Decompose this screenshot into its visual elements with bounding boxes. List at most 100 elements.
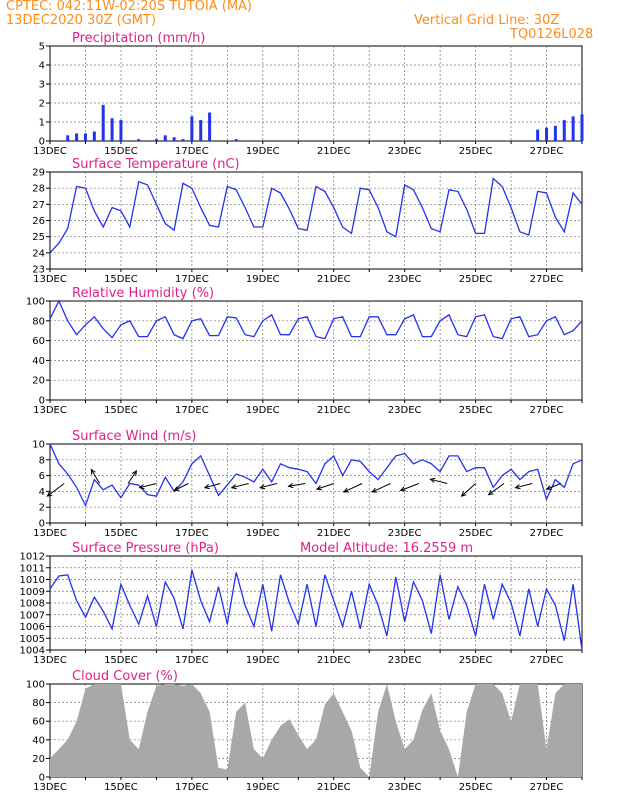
precip-xtick-label: 15DEC: [104, 146, 138, 157]
wind-xtick-label: 19DEC: [246, 528, 280, 539]
precip-ytick-label: 0: [39, 137, 45, 148]
pres-xtick-label: 13DEC: [33, 655, 67, 666]
rh-xtick-label: 23DEC: [388, 405, 422, 416]
wind-vector: [204, 483, 221, 489]
cloud-xtick-label: 13DEC: [33, 782, 67, 793]
wind-vector-head: [259, 484, 266, 490]
pres-xtick-label: 23DEC: [388, 655, 422, 666]
rh-xtick-label: 25DEC: [459, 405, 493, 416]
pres-ytick-label: 1011: [20, 563, 45, 574]
wind-vector-head: [131, 469, 138, 476]
temp-ytick-label: 29: [32, 168, 45, 179]
pres-ytick-label: 1005: [20, 634, 45, 645]
precip-bar: [553, 125, 557, 141]
rh-xtick-label: 15DEC: [104, 405, 138, 416]
wind-xtick-label: 23DEC: [388, 528, 422, 539]
wind-vector-head: [46, 491, 53, 497]
wind-vector: [488, 483, 505, 496]
cloud-ytick-label: 20: [32, 754, 45, 765]
wind-vector: [90, 469, 101, 484]
precip-bar: [110, 118, 114, 141]
pres-annotation: Model Altitude: 16.2559 m: [300, 541, 473, 556]
precip-ytick-label: 1: [39, 118, 45, 129]
cloud-xtick-label: 15DEC: [104, 782, 138, 793]
wind-vector: [461, 483, 476, 497]
precip-bar: [580, 114, 584, 141]
rh-ytick-label: 40: [32, 356, 45, 367]
wind-vector-head: [342, 487, 349, 493]
cloud-ytick-label: 40: [32, 735, 45, 746]
precip-bar: [571, 116, 575, 141]
model-code: TQ0126L028: [510, 27, 594, 42]
cloud-ytick-label: 0: [39, 773, 45, 784]
grid-note: Vertical Grid Line: 30Z: [414, 13, 560, 28]
pres-ytick-label: 1009: [20, 587, 45, 598]
wind-vector-head: [460, 491, 467, 497]
wind-xtick-label: 13DEC: [33, 528, 67, 539]
cloud-ytick-label: 60: [32, 717, 45, 728]
precip-xtick-label: 13DEC: [33, 146, 67, 157]
wind-ytick-label: 4: [39, 487, 45, 498]
wind-vector-head: [173, 486, 180, 492]
rh-xtick-label: 13DEC: [33, 405, 67, 416]
wind-vector-head: [545, 485, 552, 490]
temp-series-line: [49, 177, 583, 254]
wind-series-line: [49, 443, 583, 508]
pres-xtick-label: 19DEC: [246, 655, 280, 666]
precip-bar: [163, 135, 167, 141]
rh-frame: [49, 300, 583, 401]
temp-xtick-label: 27DEC: [530, 274, 564, 285]
precip-frame: [49, 45, 583, 142]
temp-title: Surface Temperature (nC): [72, 157, 240, 172]
precip-ytick-label: 5: [39, 42, 45, 53]
temp-xtick-label: 19DEC: [246, 274, 280, 285]
rh-ytick-label: 20: [32, 376, 45, 387]
precip-bar: [181, 139, 185, 141]
precip-bar: [234, 139, 238, 141]
precip-bar: [172, 137, 176, 141]
rh-xtick-label: 21DEC: [317, 405, 351, 416]
pres-xtick-label: 17DEC: [175, 655, 209, 666]
rh-xtick-label: 27DEC: [530, 405, 564, 416]
cloud-xtick-label: 23DEC: [388, 782, 422, 793]
wind-vector-head: [429, 477, 436, 483]
wind-vector: [343, 483, 363, 493]
station-header: CPTEC: 042:11W-02:20S TUTOIA (MA): [6, 0, 253, 14]
rh-ytick-label: 60: [32, 336, 45, 347]
temp-xtick-label: 23DEC: [388, 274, 422, 285]
wind-xtick-label: 27DEC: [530, 528, 564, 539]
wind-vector-head: [230, 484, 237, 490]
wind-vector: [47, 483, 65, 497]
wind-xtick-label: 17DEC: [175, 528, 209, 539]
wind-vector: [139, 483, 157, 489]
pres-ytick-label: 1004: [20, 646, 45, 657]
pres-ytick-label: 1007: [20, 610, 45, 621]
precip-bar: [119, 120, 123, 141]
pres-ytick-label: 1006: [20, 622, 45, 633]
precip-bar: [154, 139, 158, 141]
temp-xtick-label: 25DEC: [459, 274, 493, 285]
precip-xtick-label: 21DEC: [317, 146, 351, 157]
pres-ytick-label: 1010: [20, 575, 45, 586]
cloud-xtick-label: 19DEC: [246, 782, 280, 793]
wind-vector-head: [287, 483, 294, 489]
wind-vector: [316, 483, 334, 490]
temp-xtick-label: 15DEC: [104, 274, 138, 285]
wind-ytick-label: 8: [39, 455, 45, 466]
cloud-area: [50, 684, 582, 777]
wind-vector-head: [90, 468, 96, 475]
precip-bar: [208, 112, 212, 141]
wind-xtick-label: 25DEC: [459, 528, 493, 539]
pres-title: Surface Pressure (hPa): [72, 541, 219, 556]
wind-vector-head: [514, 484, 521, 490]
precip-bar: [562, 120, 566, 141]
wind-vector-head: [371, 487, 378, 493]
wind-xtick-label: 15DEC: [104, 528, 138, 539]
wind-vector: [546, 483, 561, 490]
wind-vector-head: [399, 486, 406, 492]
wind-vector: [400, 483, 420, 491]
rh-title: Relative Humidity (%): [72, 286, 214, 301]
pres-series-line: [49, 569, 583, 651]
rh-xtick-label: 17DEC: [175, 405, 209, 416]
precip-xtick-label: 17DEC: [175, 146, 209, 157]
